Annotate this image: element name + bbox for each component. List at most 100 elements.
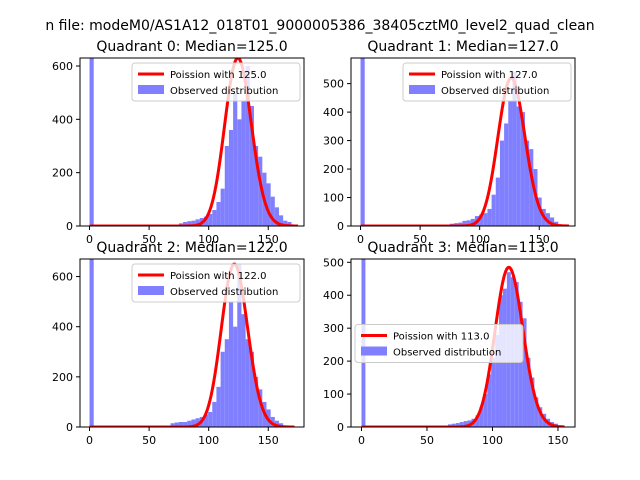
- x-tick-label: 100: [482, 434, 503, 447]
- histogram-bar: [203, 216, 209, 226]
- y-tick-label: 0: [337, 220, 344, 233]
- histogram-bar: [183, 421, 188, 427]
- histogram-bar: [451, 423, 456, 427]
- y-tick-label: 100: [323, 388, 344, 401]
- legend-box: [131, 62, 301, 102]
- legend-bar-swatch: [361, 346, 387, 356]
- histogram-bar: [253, 146, 259, 226]
- y-tick-label: 200: [323, 355, 344, 368]
- y-tick-label: 600: [52, 271, 73, 284]
- histogram-bar: [183, 222, 188, 226]
- histogram-bar: [245, 66, 250, 226]
- histogram-bar: [270, 196, 275, 226]
- x-tick-label: 0: [86, 434, 93, 447]
- legend-bar-swatch: [138, 85, 164, 94]
- y-tick-label: 300: [323, 135, 344, 148]
- x-tick-label: 50: [413, 233, 427, 246]
- quadrant-panel-0: Quadrant 0: Median=125.0 0 50 100 150 0 200 400…: [52, 39, 305, 246]
- quadrant-panel-1: Quadrant 1: Median=127.0 0 50 100 150 0 100 200…: [323, 39, 576, 246]
- histogram-bar: [220, 188, 225, 226]
- histogram-bar: [526, 357, 531, 427]
- y-tick-label: 500: [323, 256, 344, 269]
- histogram-bar: [228, 301, 234, 427]
- histogram-bar: [462, 220, 467, 226]
- histogram-bar: [203, 414, 209, 427]
- histogram-bar: [216, 202, 221, 226]
- y-tick-label: 300: [323, 322, 344, 335]
- histogram-bar: [483, 213, 488, 226]
- x-tick-label: 0: [358, 434, 365, 447]
- histogram-bar: [274, 420, 279, 427]
- quadrant-panel-2: Quadrant 2: Median=122.0 0 50 100 150 0 200 400…: [52, 240, 305, 447]
- histogram-bar: [233, 92, 238, 226]
- histogram-bar: [191, 419, 196, 427]
- histogram-bar: [516, 106, 521, 226]
- histogram-bar: [479, 407, 484, 427]
- histogram-bar: [508, 100, 513, 226]
- histogram-bar: [220, 351, 225, 427]
- histogram-bar: [537, 197, 542, 226]
- y-tick-label: 0: [337, 421, 344, 434]
- y-tick-label: 600: [52, 60, 73, 73]
- histogram-bar: [241, 314, 246, 427]
- histogram-bar: [208, 411, 213, 427]
- histogram-bar: [458, 222, 463, 226]
- histogram-bar: [529, 149, 534, 226]
- y-tick-label: 0: [66, 421, 73, 434]
- histogram-bar: [258, 156, 263, 226]
- histogram-bar: [534, 397, 539, 427]
- legend-label-fit: Poission with 125.0: [170, 70, 266, 81]
- histogram-bar: [187, 420, 192, 427]
- y-tick-label: 400: [52, 321, 73, 334]
- figure-suptitle: n file: modeM0/AS1A12_018T01_9000005386_…: [45, 18, 594, 34]
- histogram-bar: [518, 301, 523, 427]
- legend-label-hist: Observed distribution: [393, 348, 501, 359]
- x-tick-label: 0: [357, 233, 364, 246]
- poisson-fit-line: [89, 262, 295, 427]
- histogram-bar: [253, 376, 259, 427]
- histogram-bar: [274, 207, 279, 226]
- histogram-bar: [470, 218, 475, 226]
- y-tick-label: 400: [323, 106, 344, 119]
- histogram-bar: [170, 423, 175, 427]
- histogram-bar: [459, 422, 464, 427]
- x-tick-label: 100: [198, 434, 219, 447]
- quadrant-panel-3: Quadrant 3: Median=113.0 0 50 100 150 0 100 200…: [323, 240, 576, 447]
- histogram-bar: [524, 140, 530, 226]
- histogram-bar: [89, 259, 94, 427]
- histogram-bar: [360, 58, 365, 226]
- histogram-bar: [212, 210, 217, 226]
- histogram-bar: [475, 415, 480, 427]
- histogram-bar: [549, 217, 555, 226]
- histogram-bar: [495, 334, 500, 427]
- histogram-bar: [278, 215, 284, 226]
- histogram-bar: [266, 183, 271, 226]
- histogram-bar: [195, 418, 200, 427]
- panel-title: Quadrant 0: Median=125.0: [96, 39, 287, 55]
- histogram-bar: [191, 220, 196, 226]
- histogram-bar: [174, 422, 179, 427]
- histogram-bar: [522, 318, 527, 427]
- legend-label-hist: Observed distribution: [170, 287, 278, 298]
- histogram-bar: [495, 177, 500, 226]
- x-tick-label: 150: [547, 434, 568, 447]
- histogram-bar: [237, 119, 242, 226]
- legend-label-fit: Poission with 127.0: [441, 70, 537, 81]
- axes-frame: [79, 57, 305, 227]
- histogram-bar: [283, 220, 288, 226]
- histogram-bar: [249, 351, 254, 427]
- histogram-bar: [228, 130, 234, 226]
- histogram-bar: [241, 100, 246, 226]
- x-tick-label: 100: [198, 233, 219, 246]
- histogram-bar: [491, 357, 496, 427]
- panel-title: Quadrant 2: Median=122.0: [96, 240, 287, 256]
- histogram-bar: [520, 112, 525, 226]
- panels: Quadrant 0: Median=125.0 0 50 100 150 0 200 400…: [52, 39, 576, 447]
- histogram-bar: [538, 407, 543, 427]
- y-tick-label: 500: [323, 78, 344, 91]
- y-tick-label: 400: [323, 289, 344, 302]
- histogram-bar: [212, 401, 217, 427]
- legend: Poission with 125.0 Observed distribution: [131, 62, 301, 102]
- histogram-bar: [233, 326, 238, 427]
